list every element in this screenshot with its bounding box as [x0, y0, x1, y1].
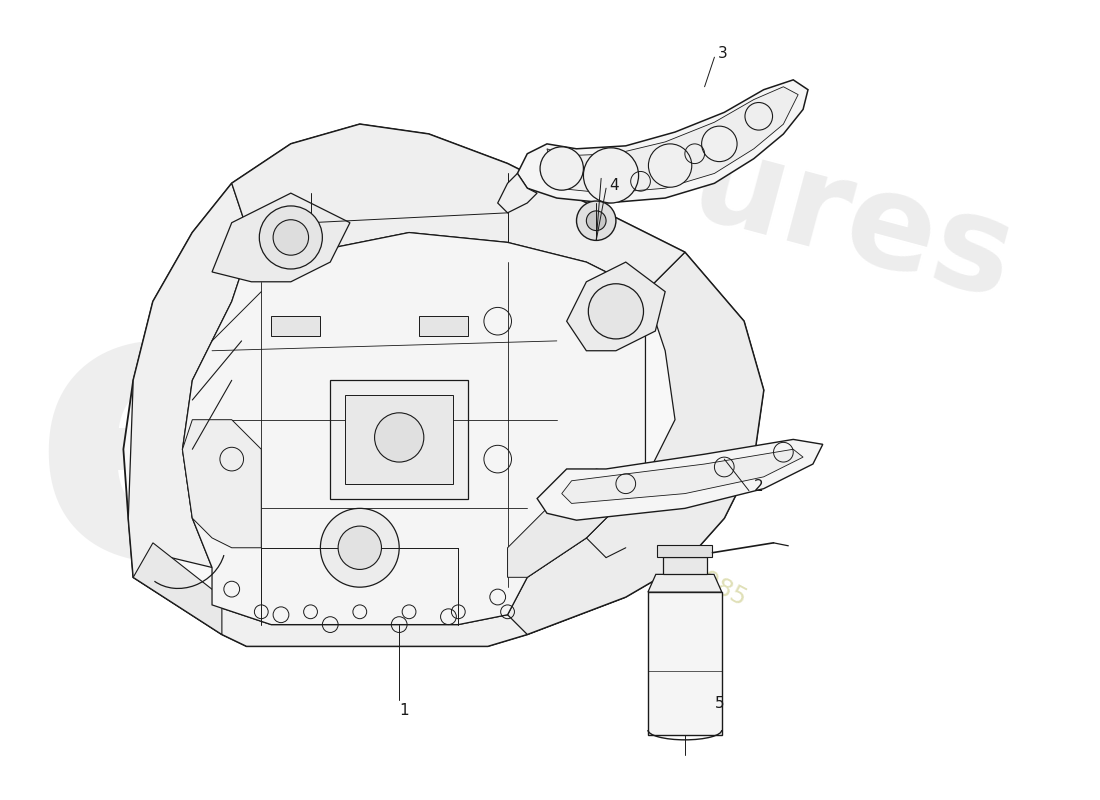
- Circle shape: [338, 526, 382, 570]
- Polygon shape: [562, 450, 803, 503]
- Circle shape: [586, 211, 606, 230]
- Polygon shape: [497, 174, 537, 213]
- Circle shape: [273, 220, 309, 255]
- Polygon shape: [547, 86, 799, 193]
- Bar: [663, 557, 706, 574]
- Text: 1: 1: [399, 703, 409, 718]
- Bar: [658, 545, 713, 557]
- Circle shape: [260, 206, 322, 269]
- Text: 3: 3: [717, 46, 727, 61]
- Polygon shape: [212, 193, 350, 282]
- Text: since 1985: since 1985: [619, 525, 751, 610]
- Polygon shape: [183, 233, 646, 625]
- Circle shape: [648, 144, 692, 187]
- Polygon shape: [507, 252, 763, 634]
- Polygon shape: [129, 183, 252, 578]
- Polygon shape: [232, 124, 685, 292]
- Circle shape: [375, 413, 424, 462]
- Text: 4: 4: [609, 178, 619, 193]
- Polygon shape: [419, 316, 469, 336]
- Circle shape: [576, 201, 616, 241]
- Polygon shape: [133, 556, 626, 646]
- Circle shape: [540, 147, 583, 190]
- Polygon shape: [517, 80, 808, 203]
- Polygon shape: [133, 543, 222, 634]
- Text: 2: 2: [754, 479, 763, 494]
- Text: a passion for parts: a passion for parts: [419, 384, 636, 514]
- Polygon shape: [183, 420, 262, 548]
- Circle shape: [320, 508, 399, 587]
- Polygon shape: [507, 469, 646, 578]
- Polygon shape: [537, 439, 823, 520]
- Circle shape: [583, 148, 639, 203]
- Polygon shape: [345, 395, 453, 484]
- Text: ures: ures: [678, 119, 1026, 326]
- Text: 5: 5: [715, 696, 724, 711]
- Circle shape: [588, 284, 643, 339]
- Circle shape: [702, 126, 737, 162]
- Polygon shape: [123, 124, 763, 646]
- Polygon shape: [566, 262, 666, 350]
- Polygon shape: [648, 574, 722, 592]
- Text: e: e: [31, 261, 295, 638]
- Polygon shape: [271, 316, 320, 336]
- Bar: [648, 592, 722, 735]
- Polygon shape: [330, 380, 469, 498]
